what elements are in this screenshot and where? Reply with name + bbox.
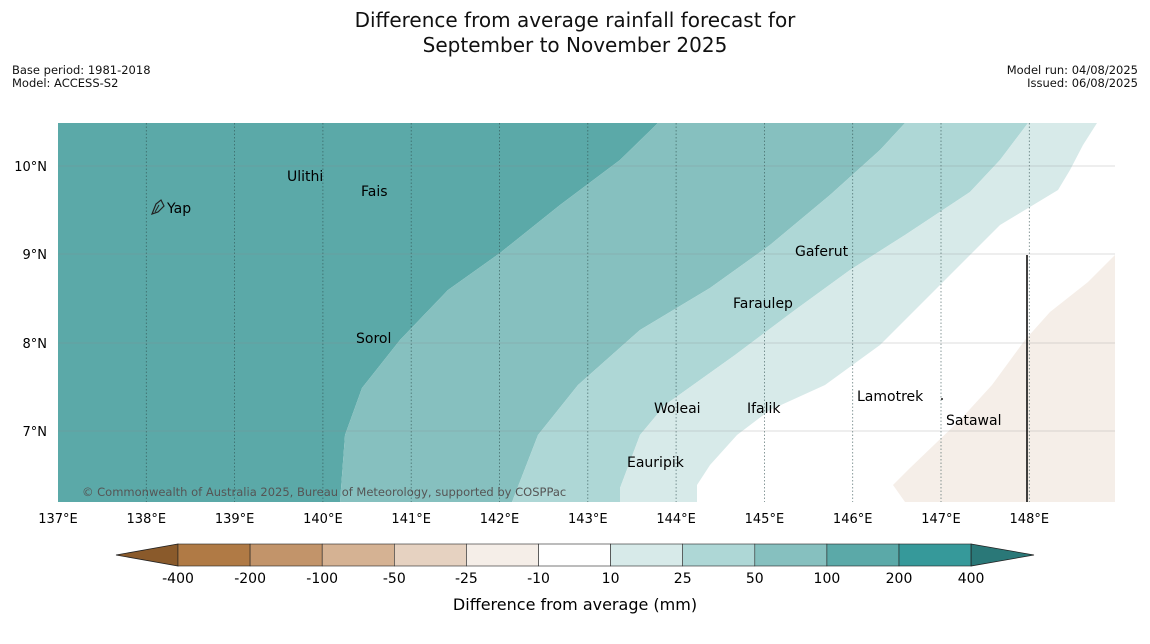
place-satawal: Satawal <box>946 413 1001 429</box>
place-ulithi: Ulithi <box>287 169 323 185</box>
meta-right: Model run: 04/08/2025 Issued: 06/08/2025 <box>1007 64 1138 90</box>
colorbar-tick-label: -200 <box>234 571 266 587</box>
lon-tick-label: 148°E <box>1010 512 1050 527</box>
lon-tick-label: 137°E <box>38 512 78 527</box>
colorbar-segment <box>466 543 539 567</box>
place-fais: Fais <box>361 184 388 200</box>
band-25-50 <box>512 123 1028 502</box>
lon-tick-label: 147°E <box>921 512 961 527</box>
title-line-2: September to November 2025 <box>422 33 728 57</box>
colorbar-tick-label: 100 <box>814 571 841 587</box>
colorbar-low-extend <box>115 543 179 567</box>
colorbar-segment <box>249 543 323 567</box>
title-line-1: Difference from average rainfall forecas… <box>354 8 796 32</box>
colorbar-segment <box>177 543 251 567</box>
colorbar-tick-label: 200 <box>886 571 913 587</box>
colorbar: -400 -200 -100 -50 -25 -10 10 25 50 100 200 400 <box>115 543 1035 587</box>
band-10-25 <box>620 123 1097 502</box>
lon-tick-label: 146°E <box>833 512 873 527</box>
longitude-labels: 137°E 138°E 139°E 140°E 141°E 142°E 143°E 144°E… <box>38 512 1049 527</box>
colorbar-high-extend <box>970 543 1035 567</box>
colorbar-tick-label: 400 <box>958 571 985 587</box>
gridlines <box>58 123 1115 502</box>
colorbar-tick-label: -400 <box>162 571 194 587</box>
place-faraulep: Faraulep <box>733 296 793 312</box>
colorbar-segment <box>682 543 756 567</box>
copyright-text: © Commonwealth of Australia 2025, Bureau… <box>82 485 566 499</box>
small-island-dot <box>941 398 943 400</box>
yap-island-detail <box>154 204 160 213</box>
colorbar-segment <box>826 543 900 567</box>
colorbar-segment <box>538 543 611 567</box>
colorbar-segment <box>321 543 395 567</box>
place-woleai: Woleai <box>654 401 701 417</box>
colorbar-tick-label: 10 <box>602 571 620 587</box>
place-eauripik: Eauripik <box>627 455 685 471</box>
band-minus-25-minus-10 <box>893 255 1115 502</box>
colorbar-tick-label: -50 <box>383 571 406 587</box>
band-50-100 <box>340 123 905 502</box>
lat-tick-label: 8°N <box>23 337 48 352</box>
lon-tick-label: 138°E <box>127 512 167 527</box>
map-area: Ulithi Yap Fais Gaferut Faraulep Sorol L… <box>58 123 1115 502</box>
issued-date: Issued: 06/08/2025 <box>1027 76 1138 90</box>
colorbar-tick-label: 25 <box>674 571 692 587</box>
lon-tick-label: 145°E <box>745 512 785 527</box>
colorbar-tick-label: -10 <box>527 571 550 587</box>
lon-tick-label: 143°E <box>568 512 608 527</box>
colorbar-segment <box>754 543 828 567</box>
colorbar-segment <box>898 543 972 567</box>
map-title: Difference from average rainfall forecas… <box>0 8 1150 58</box>
lon-tick-label: 144°E <box>656 512 696 527</box>
place-ifalik: Ifalik <box>747 401 781 417</box>
place-sorol: Sorol <box>356 331 391 347</box>
colorbar-tick-label: 50 <box>746 571 764 587</box>
colorbar-segment <box>393 543 467 567</box>
band-100-200 <box>58 123 658 502</box>
place-gaferut: Gaferut <box>795 244 849 260</box>
base-period: Base period: 1981-2018 <box>12 63 151 77</box>
lon-tick-label: 140°E <box>303 512 343 527</box>
lat-tick-label: 10°N <box>14 160 47 175</box>
lat-tick-label: 9°N <box>23 248 48 263</box>
meta-left: Base period: 1981-2018 Model: ACCESS-S2 <box>12 64 151 90</box>
lon-tick-label: 142°E <box>480 512 520 527</box>
place-lamotrek: Lamotrek <box>857 389 924 405</box>
lon-tick-label: 139°E <box>215 512 255 527</box>
yap-island-outline <box>150 199 165 215</box>
colorbar-tick-label: -100 <box>306 571 338 587</box>
colorbar-label: Difference from average (mm) <box>453 595 697 614</box>
colorbar-segment <box>610 543 683 567</box>
lon-tick-label: 141°E <box>391 512 431 527</box>
lat-tick-label: 7°N <box>23 425 48 440</box>
model-run: Model run: 04/08/2025 <box>1006 63 1138 77</box>
colorbar-tick-label: -25 <box>455 571 478 587</box>
latitude-labels: 10°N 9°N 8°N 7°N <box>14 160 47 440</box>
place-yap: Yap <box>166 201 191 217</box>
model-name: Model: ACCESS-S2 <box>12 76 119 90</box>
